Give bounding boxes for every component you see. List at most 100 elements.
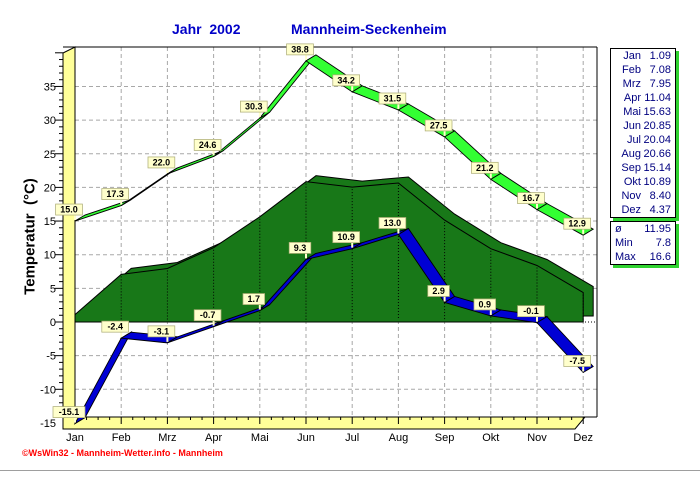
min-point-label: 0.9 — [479, 299, 492, 309]
max-point-label: 15.0 — [60, 205, 78, 215]
max-point-label-box — [240, 100, 268, 113]
panel-label: Jul — [626, 134, 641, 146]
y-axis-band — [62, 46, 76, 430]
min-point-label-box — [288, 242, 312, 254]
panel-month-row: Jul 20.04 — [615, 133, 671, 147]
x-tick-label: Jun — [297, 432, 315, 444]
min-point-label: 1.7 — [248, 294, 261, 304]
panel-value: 11.04 — [644, 92, 671, 104]
panel-value: 10.89 — [643, 176, 671, 188]
panel-value: 20.85 — [643, 120, 671, 132]
min-point-label-box — [378, 217, 407, 229]
panel-label: Max — [615, 251, 636, 263]
panel-month-row: Jan 1.09 — [615, 49, 671, 63]
max-point-label: 34.2 — [337, 75, 355, 85]
min-point-label: 13.0 — [384, 218, 402, 228]
max-point-label: 17.3 — [106, 189, 124, 199]
min-point-label: 9.3 — [294, 243, 307, 253]
x-tick-label: Aug — [389, 432, 409, 444]
y-tick-label: -15 — [40, 418, 56, 430]
panel-label: Jun — [623, 120, 641, 132]
max-point-label: 30.3 — [245, 102, 263, 112]
panel-label: Mrz — [622, 78, 641, 90]
summary-values-panel: ø 11.95 Min 7.8 Max 16.6 — [610, 221, 676, 265]
panel-value: 8.40 — [649, 190, 671, 202]
y-tick-label: 15 — [44, 216, 56, 228]
min-point-label-box — [517, 305, 545, 318]
panel-label: Dez — [621, 204, 641, 216]
y-tick-label: 25 — [44, 149, 56, 161]
max-point-label-box — [101, 188, 129, 200]
min-point-label: -15.1 — [59, 407, 80, 417]
panel-value: 7.95 — [649, 78, 671, 90]
max-point-label-box — [332, 74, 360, 87]
chart-title-station: Mannheim-Seckenheim — [291, 21, 447, 37]
panel-month-row: Sep 15.14 — [615, 161, 671, 175]
max-point-label-box — [517, 192, 545, 204]
min-point-label: -0.7 — [200, 310, 216, 320]
panel-value: 20.04 — [643, 134, 671, 146]
max-point-label: 27.5 — [430, 120, 448, 130]
y-tick-label: 10 — [44, 250, 56, 262]
panel-value: 15.63 — [643, 106, 671, 118]
panel-month-row: Okt 10.89 — [615, 175, 671, 189]
y-axis-title: Temperatur (°C) — [21, 178, 39, 295]
panel-value: 7.08 — [649, 64, 671, 76]
max-point-label: 22.0 — [153, 157, 171, 167]
panel-month-row: Dez 4.37 — [615, 203, 671, 217]
x-tick-label: Mai — [251, 432, 269, 444]
min-point-label: 2.9 — [432, 286, 445, 296]
monthly-values-panel: Jan 1.09 Feb 7.08 Mrz 7.95 Apr 11.04 Mai 15.63 Jun… — [610, 48, 676, 218]
x-tick-label: Jul — [345, 432, 359, 444]
x-tick-label: Dez — [573, 432, 593, 444]
max-point-label: 24.6 — [199, 140, 217, 150]
panel-month-row: Aug 20.66 — [615, 147, 671, 161]
panel-label: Aug — [621, 148, 641, 160]
max-point-label-box — [147, 156, 176, 169]
panel-value: 11.95 — [644, 223, 671, 235]
panel-month-row: Apr 11.04 — [615, 91, 671, 105]
panel-label: ø — [615, 223, 622, 235]
x-tick-label: Jan — [66, 432, 84, 444]
min-point-label-box — [332, 231, 360, 244]
copyright-text: ©WsWin32 - Mannheim-Wetter.info - Mannhe… — [22, 448, 223, 458]
panel-value: 4.37 — [649, 204, 671, 216]
x-tick-label: Nov — [527, 432, 547, 444]
y-tick-label: -5 — [46, 351, 56, 363]
max-point-label-box — [55, 203, 83, 216]
panel-label: Nov — [621, 190, 641, 202]
y-tick-label: 5 — [50, 283, 56, 295]
min-point-label: -2.4 — [107, 322, 123, 332]
panel-month-row: Mrz 7.95 — [615, 77, 671, 91]
panel-month-row: Nov 8.40 — [615, 189, 671, 203]
chart-title-year: Jahr 2002 — [172, 21, 241, 37]
y-tick-label: 35 — [44, 81, 56, 93]
min-point-label: -7.5 — [569, 356, 585, 366]
min-point-label-box — [473, 298, 496, 311]
x-tick-label: Feb — [112, 432, 131, 444]
max-point-label: 12.9 — [568, 219, 586, 229]
panel-label: Apr — [623, 92, 641, 104]
min-point-label: 10.9 — [337, 232, 355, 242]
panel-value: 15.14 — [643, 162, 671, 174]
min-point-label-box — [242, 293, 265, 305]
panel-label: Mai — [623, 106, 641, 118]
max-point-label-box — [471, 161, 499, 174]
max-point-label: 16.7 — [522, 193, 540, 203]
y-tick-label: 0 — [50, 317, 56, 329]
panel-month-row: Jun 20.85 — [615, 119, 671, 133]
max-point-label-box — [378, 92, 407, 105]
max-point-label: 31.5 — [384, 94, 402, 104]
max-point-label: 38.8 — [291, 44, 309, 54]
y-tick-label: -10 — [40, 384, 56, 396]
panel-label: Min — [615, 237, 633, 249]
panel-summary-row: Min 7.8 — [615, 236, 671, 250]
panel-value: 16.6 — [649, 251, 671, 263]
x-tick-label: Apr — [205, 432, 222, 444]
panel-label: Jan — [623, 50, 641, 62]
x-tick-label: Mrz — [158, 432, 176, 444]
max-point-label-box — [286, 43, 314, 56]
x-tick-label: Okt — [482, 432, 499, 444]
min-point-label-box — [193, 309, 222, 322]
